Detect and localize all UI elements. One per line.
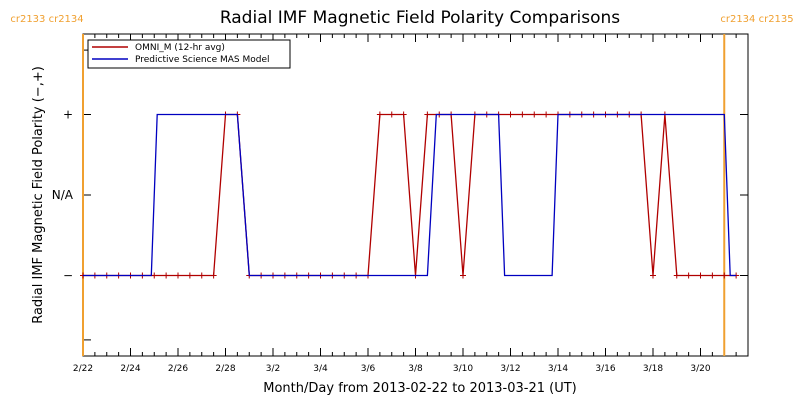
x-tick-label: 3/2 [266, 364, 280, 374]
data-point-marker [673, 272, 680, 279]
x-tick-label: 2/26 [168, 364, 188, 374]
legend-box [87, 39, 291, 69]
x-tick-label: 2/24 [120, 364, 140, 374]
x-tick-label: 3/10 [453, 364, 473, 374]
data-point-marker [543, 111, 550, 118]
data-point-marker [531, 111, 538, 118]
carrington-markers: cr2133 cr2134 cr2134 cr2135 [10, 14, 794, 356]
legend: OMNI_M (12-hr avg) Predictive Science MAS… [87, 39, 291, 69]
y-axis: − N/A + [52, 49, 748, 341]
x-tick-label: 3/12 [500, 364, 520, 374]
data-point-marker [507, 111, 514, 118]
data-point-marker [198, 272, 205, 279]
data-point-marker [460, 272, 466, 279]
series-group [80, 111, 740, 279]
x-tick-label: 2/28 [215, 364, 235, 374]
data-point-marker [376, 111, 383, 118]
x-tick-label: 3/6 [361, 364, 376, 374]
x-tick-label: 3/20 [690, 364, 710, 374]
data-point-marker [151, 272, 158, 279]
legend-label: Predictive Science MAS Model [135, 55, 270, 65]
x-axis: 2/22 2/24 2/26 2/28 3/2 3/4 3/6 3/8 3/10 3/12 3/14… [73, 34, 749, 374]
x-tick-label: 3/4 [313, 364, 328, 374]
x-tick-label: 3/14 [548, 364, 568, 374]
y-axis-label: Radial IMF Magnetic Field Polarity (−,+) [31, 66, 46, 324]
data-point-marker [163, 272, 170, 279]
data-point-marker [400, 111, 407, 118]
carrington-label: cr2133 cr2134 [10, 14, 83, 25]
data-point-marker [388, 111, 395, 118]
data-point-marker [721, 272, 728, 279]
x-tick-label: 3/8 [408, 364, 423, 374]
data-point-marker [424, 111, 431, 118]
data-point-marker [519, 111, 526, 118]
x-tick-label: 2/22 [73, 364, 93, 374]
plot-frame [82, 33, 749, 357]
data-point-marker [175, 272, 181, 279]
chart-title: Radial IMF Magnetic Field Polarity Compa… [220, 8, 620, 28]
data-point-marker [650, 272, 656, 279]
data-point-marker [709, 272, 716, 279]
series-line-0 [83, 113, 737, 277]
x-tick-label: 3/16 [595, 364, 615, 374]
x-tick-label: 3/18 [643, 364, 663, 374]
data-point-marker [210, 272, 217, 279]
y-tick-label: N/A [52, 188, 74, 202]
legend-label: OMNI_M (12-hr avg) [135, 43, 225, 53]
data-point-marker [685, 272, 692, 279]
series-line-1 [83, 113, 737, 277]
data-point-marker [186, 272, 193, 279]
x-axis-label: Month/Day from 2013-02-22 to 2013-03-21 … [263, 381, 576, 396]
y-tick-label: − [63, 269, 73, 283]
y-tick-label: + [63, 108, 73, 122]
data-point-marker [697, 272, 704, 279]
carrington-label: cr2134 cr2135 [720, 14, 793, 25]
